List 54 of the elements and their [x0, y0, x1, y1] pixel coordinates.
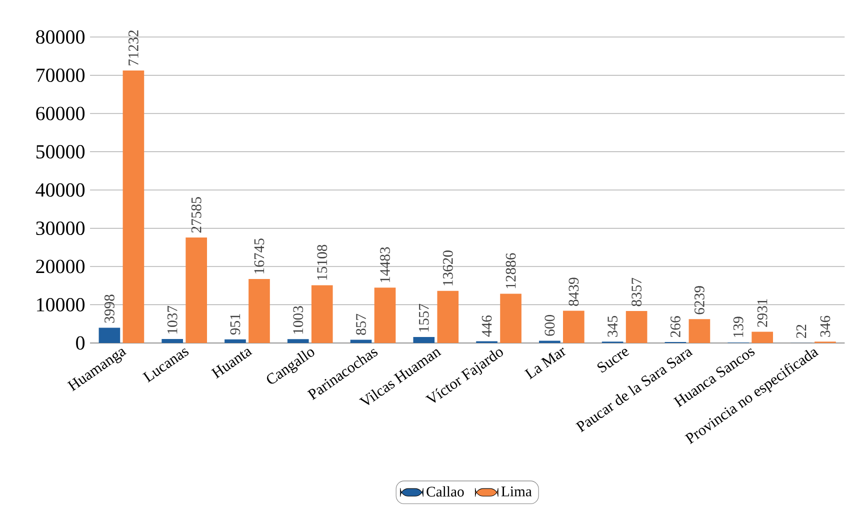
bar — [224, 339, 246, 343]
bar — [752, 332, 774, 343]
bar — [374, 288, 396, 343]
data-label: 8439 — [568, 278, 579, 306]
bar — [688, 319, 710, 343]
bar — [186, 237, 208, 343]
bar — [248, 278, 270, 343]
data-label: 71232 — [128, 30, 138, 66]
y-tick-label: 10000 — [37, 298, 85, 312]
data-label: 22 — [796, 324, 806, 338]
data-label: 15108 — [317, 244, 328, 280]
data-label: 1557 — [418, 304, 429, 332]
y-tick-label: 80000 — [36, 30, 85, 44]
bar — [287, 339, 309, 343]
bar — [122, 70, 144, 343]
bar — [98, 328, 120, 343]
bar — [437, 290, 459, 343]
data-label: 346 — [820, 316, 830, 337]
data-label: 266 — [670, 316, 680, 338]
data-label: 3998 — [104, 294, 114, 323]
bar — [162, 339, 184, 343]
legend-label: Callao — [426, 486, 464, 497]
bar — [413, 337, 435, 343]
bar — [350, 340, 372, 343]
y-tick-label: 40000 — [36, 183, 85, 197]
x-tick-label: Sucre — [597, 348, 630, 373]
data-label: 1037 — [167, 306, 178, 334]
data-label: 857 — [356, 314, 366, 335]
data-label: 139 — [733, 316, 744, 337]
bar — [626, 311, 648, 343]
y-tick-label: 20000 — [36, 260, 85, 274]
y-tick-label: 60000 — [36, 106, 85, 120]
y-tick-label: 70000 — [36, 68, 85, 82]
data-label: 14483 — [380, 247, 390, 282]
data-label: 2931 — [757, 299, 768, 327]
bar — [563, 310, 584, 343]
y-tick-label: 0 — [76, 336, 85, 350]
data-label: 6239 — [694, 286, 704, 314]
data-label: 951 — [230, 314, 240, 335]
data-label: 16745 — [254, 238, 264, 274]
bar — [311, 285, 333, 343]
data-label: 12886 — [506, 253, 516, 288]
data-label: 446 — [482, 315, 492, 337]
x-tick-label: La Mar — [524, 348, 566, 380]
y-tick-label: 50000 — [36, 145, 85, 158]
data-label: 13620 — [442, 250, 453, 286]
y-tick-label: 30000 — [36, 221, 85, 235]
data-label: 1003 — [293, 306, 304, 334]
data-label: 27585 — [191, 197, 202, 233]
legend-label: Lima — [501, 486, 532, 496]
data-label: 600 — [544, 314, 555, 336]
data-label: 345 — [608, 316, 618, 337]
data-label: 8357 — [632, 278, 642, 306]
bar — [500, 294, 522, 343]
